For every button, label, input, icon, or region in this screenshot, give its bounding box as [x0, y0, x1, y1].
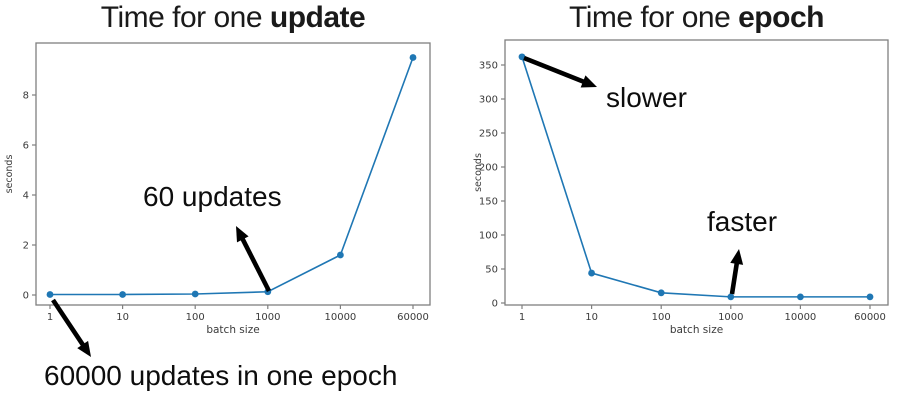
svg-text:10000: 10000 [784, 312, 816, 323]
epoch-chart-title: Time for one epoch [505, 1, 888, 35]
svg-text:1000: 1000 [255, 312, 280, 323]
svg-text:100: 100 [652, 312, 671, 323]
svg-text:10: 10 [116, 312, 129, 323]
svg-text:0: 0 [23, 291, 29, 302]
epoch-chart-title-text: Time for one [569, 1, 739, 34]
svg-text:350: 350 [479, 61, 498, 72]
svg-text:200: 200 [479, 163, 498, 174]
svg-text:250: 250 [479, 129, 498, 140]
svg-text:8: 8 [23, 91, 29, 102]
update-line-chart: 0 2 4 6 8 1 10 100 1000 10000 60000 batch size secon… [4, 42, 431, 357]
svg-text:batch size: batch size [206, 324, 259, 336]
annotation-60000-updates-one-epoch: 60000 updates in one epoch [44, 360, 398, 391]
svg-text:seconds: seconds [473, 153, 484, 192]
svg-text:6: 6 [23, 141, 29, 152]
svg-text:0: 0 [492, 299, 498, 310]
annotation-60-updates: 60 updates [143, 181, 282, 212]
epoch-chart-title-bold: epoch [738, 1, 824, 34]
svg-text:1000: 1000 [718, 312, 743, 323]
svg-text:4: 4 [23, 191, 29, 202]
update-chart-title-text: Time for one [100, 1, 270, 34]
svg-text:batch size: batch size [670, 324, 723, 336]
svg-text:seconds: seconds [4, 155, 15, 194]
svg-text:50: 50 [485, 265, 498, 276]
epoch-line-chart: 0 50 100 150 200 250 300 350 1 10 100 1000 10000 6000… [473, 39, 889, 336]
svg-text:60000: 60000 [397, 312, 429, 323]
svg-text:100: 100 [479, 231, 498, 242]
update-chart-title: Time for one update [36, 1, 430, 35]
svg-text:60000: 60000 [854, 312, 886, 323]
svg-text:1: 1 [47, 312, 53, 323]
svg-text:10: 10 [585, 312, 598, 323]
svg-text:10000: 10000 [324, 312, 356, 323]
svg-text:2: 2 [23, 241, 29, 252]
svg-text:100: 100 [186, 312, 205, 323]
annotation-faster: faster [707, 206, 778, 237]
update-chart-title-bold: update [269, 1, 366, 34]
svg-text:300: 300 [479, 95, 498, 106]
annotation-slower: slower [606, 82, 687, 113]
svg-text:1: 1 [519, 312, 525, 323]
svg-text:150: 150 [479, 197, 498, 208]
